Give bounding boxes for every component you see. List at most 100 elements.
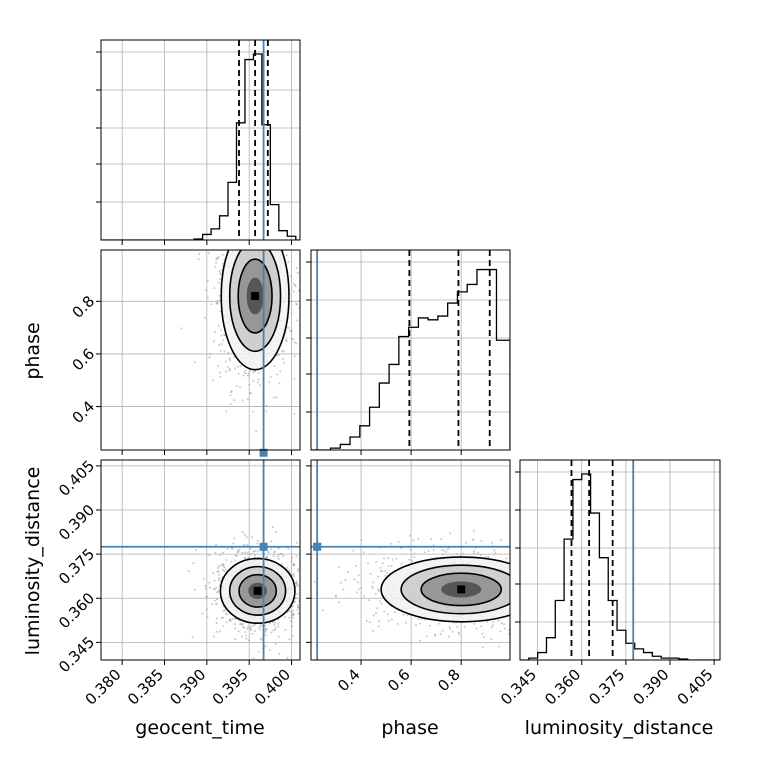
contour-line (400, 564, 510, 615)
sample-point (210, 303, 213, 306)
sample-point (512, 567, 514, 569)
sample-point (375, 612, 377, 615)
sample-point (253, 556, 256, 559)
sample-point (234, 554, 237, 557)
truth-marker (259, 448, 268, 457)
sample-point (530, 605, 532, 607)
sample-point (319, 588, 321, 590)
sample-point (225, 568, 227, 571)
sample-point (277, 625, 280, 628)
sample-point (513, 578, 515, 580)
sample-point (241, 531, 244, 534)
sample-point (464, 541, 467, 544)
sample-point (472, 552, 475, 555)
sample-point (293, 355, 296, 358)
sample-point (276, 555, 279, 558)
sample-point (234, 367, 236, 370)
sample-point (296, 271, 299, 274)
sample-point (247, 236, 249, 238)
sample-point (216, 567, 219, 569)
sample-point (415, 623, 418, 626)
sample-point (249, 547, 252, 550)
sample-point (290, 610, 293, 613)
sample-point (362, 595, 365, 598)
sample-point (541, 591, 543, 593)
sample-point (514, 566, 516, 568)
sample-point (279, 370, 282, 373)
sample-point (297, 584, 300, 587)
sample-point (277, 635, 280, 638)
sample-point (220, 343, 223, 345)
sample-point (409, 548, 412, 551)
sample-point (213, 588, 216, 591)
sample-point (503, 623, 505, 626)
sample-point (236, 385, 238, 387)
sample-point (307, 570, 309, 572)
sample-point (217, 232, 219, 234)
sample-point (308, 304, 310, 306)
sample-point (223, 570, 226, 572)
sample-point (240, 234, 242, 236)
sample-point (214, 330, 217, 333)
sample-point (545, 578, 547, 580)
sample-point (242, 626, 245, 629)
sample-point (218, 344, 221, 346)
sample-point (272, 214, 274, 216)
sample-point (274, 643, 277, 645)
sample-point (545, 578, 547, 580)
sample-point (285, 567, 288, 569)
sample-point (250, 629, 253, 632)
contour-line (237, 258, 273, 334)
sample-point (524, 615, 526, 617)
sample-point (282, 350, 285, 353)
sample-point (531, 558, 533, 560)
sample-point (244, 634, 247, 637)
sample-point (274, 231, 276, 233)
sample-point (224, 230, 226, 232)
sample-point (521, 587, 523, 589)
sample-point (529, 586, 531, 588)
sample-point (274, 531, 277, 534)
sample-point (301, 238, 303, 240)
sample-point (206, 615, 209, 618)
sample-point (292, 282, 295, 285)
sample-point (428, 624, 431, 627)
sample-point (505, 557, 508, 560)
sample-point (252, 379, 255, 382)
sample-point (400, 547, 402, 550)
sample-point (258, 626, 261, 629)
sample-point (221, 551, 224, 554)
sample-point (232, 542, 235, 545)
sample-point (245, 536, 248, 539)
sample-point (448, 625, 451, 628)
sample-point (524, 585, 526, 587)
sample-point (514, 585, 516, 587)
sample-point (473, 622, 476, 625)
sample-point (308, 577, 310, 579)
sample-point (539, 610, 541, 612)
grid-layer (101, 40, 720, 660)
sample-point (560, 630, 562, 632)
sample-point (319, 575, 321, 577)
sample-point (252, 236, 254, 238)
sample-point (419, 622, 422, 625)
sample-point (251, 632, 254, 635)
sample-point (498, 645, 500, 648)
sample-point (473, 550, 475, 552)
sample-point (376, 607, 379, 610)
sample-point (296, 608, 299, 611)
sample-point (250, 230, 252, 232)
sample-point (237, 372, 240, 375)
sample-point (338, 566, 341, 569)
sample-point (344, 579, 347, 582)
sample-point (225, 621, 228, 624)
sample-point (516, 600, 518, 602)
sample-point (515, 550, 517, 552)
histogram-step (311, 268, 510, 450)
sample-point (214, 266, 217, 268)
sample-point (285, 254, 288, 257)
sample-point (251, 212, 253, 214)
sample-point (254, 630, 257, 632)
sample-point (273, 396, 276, 399)
sample-point (396, 622, 399, 625)
